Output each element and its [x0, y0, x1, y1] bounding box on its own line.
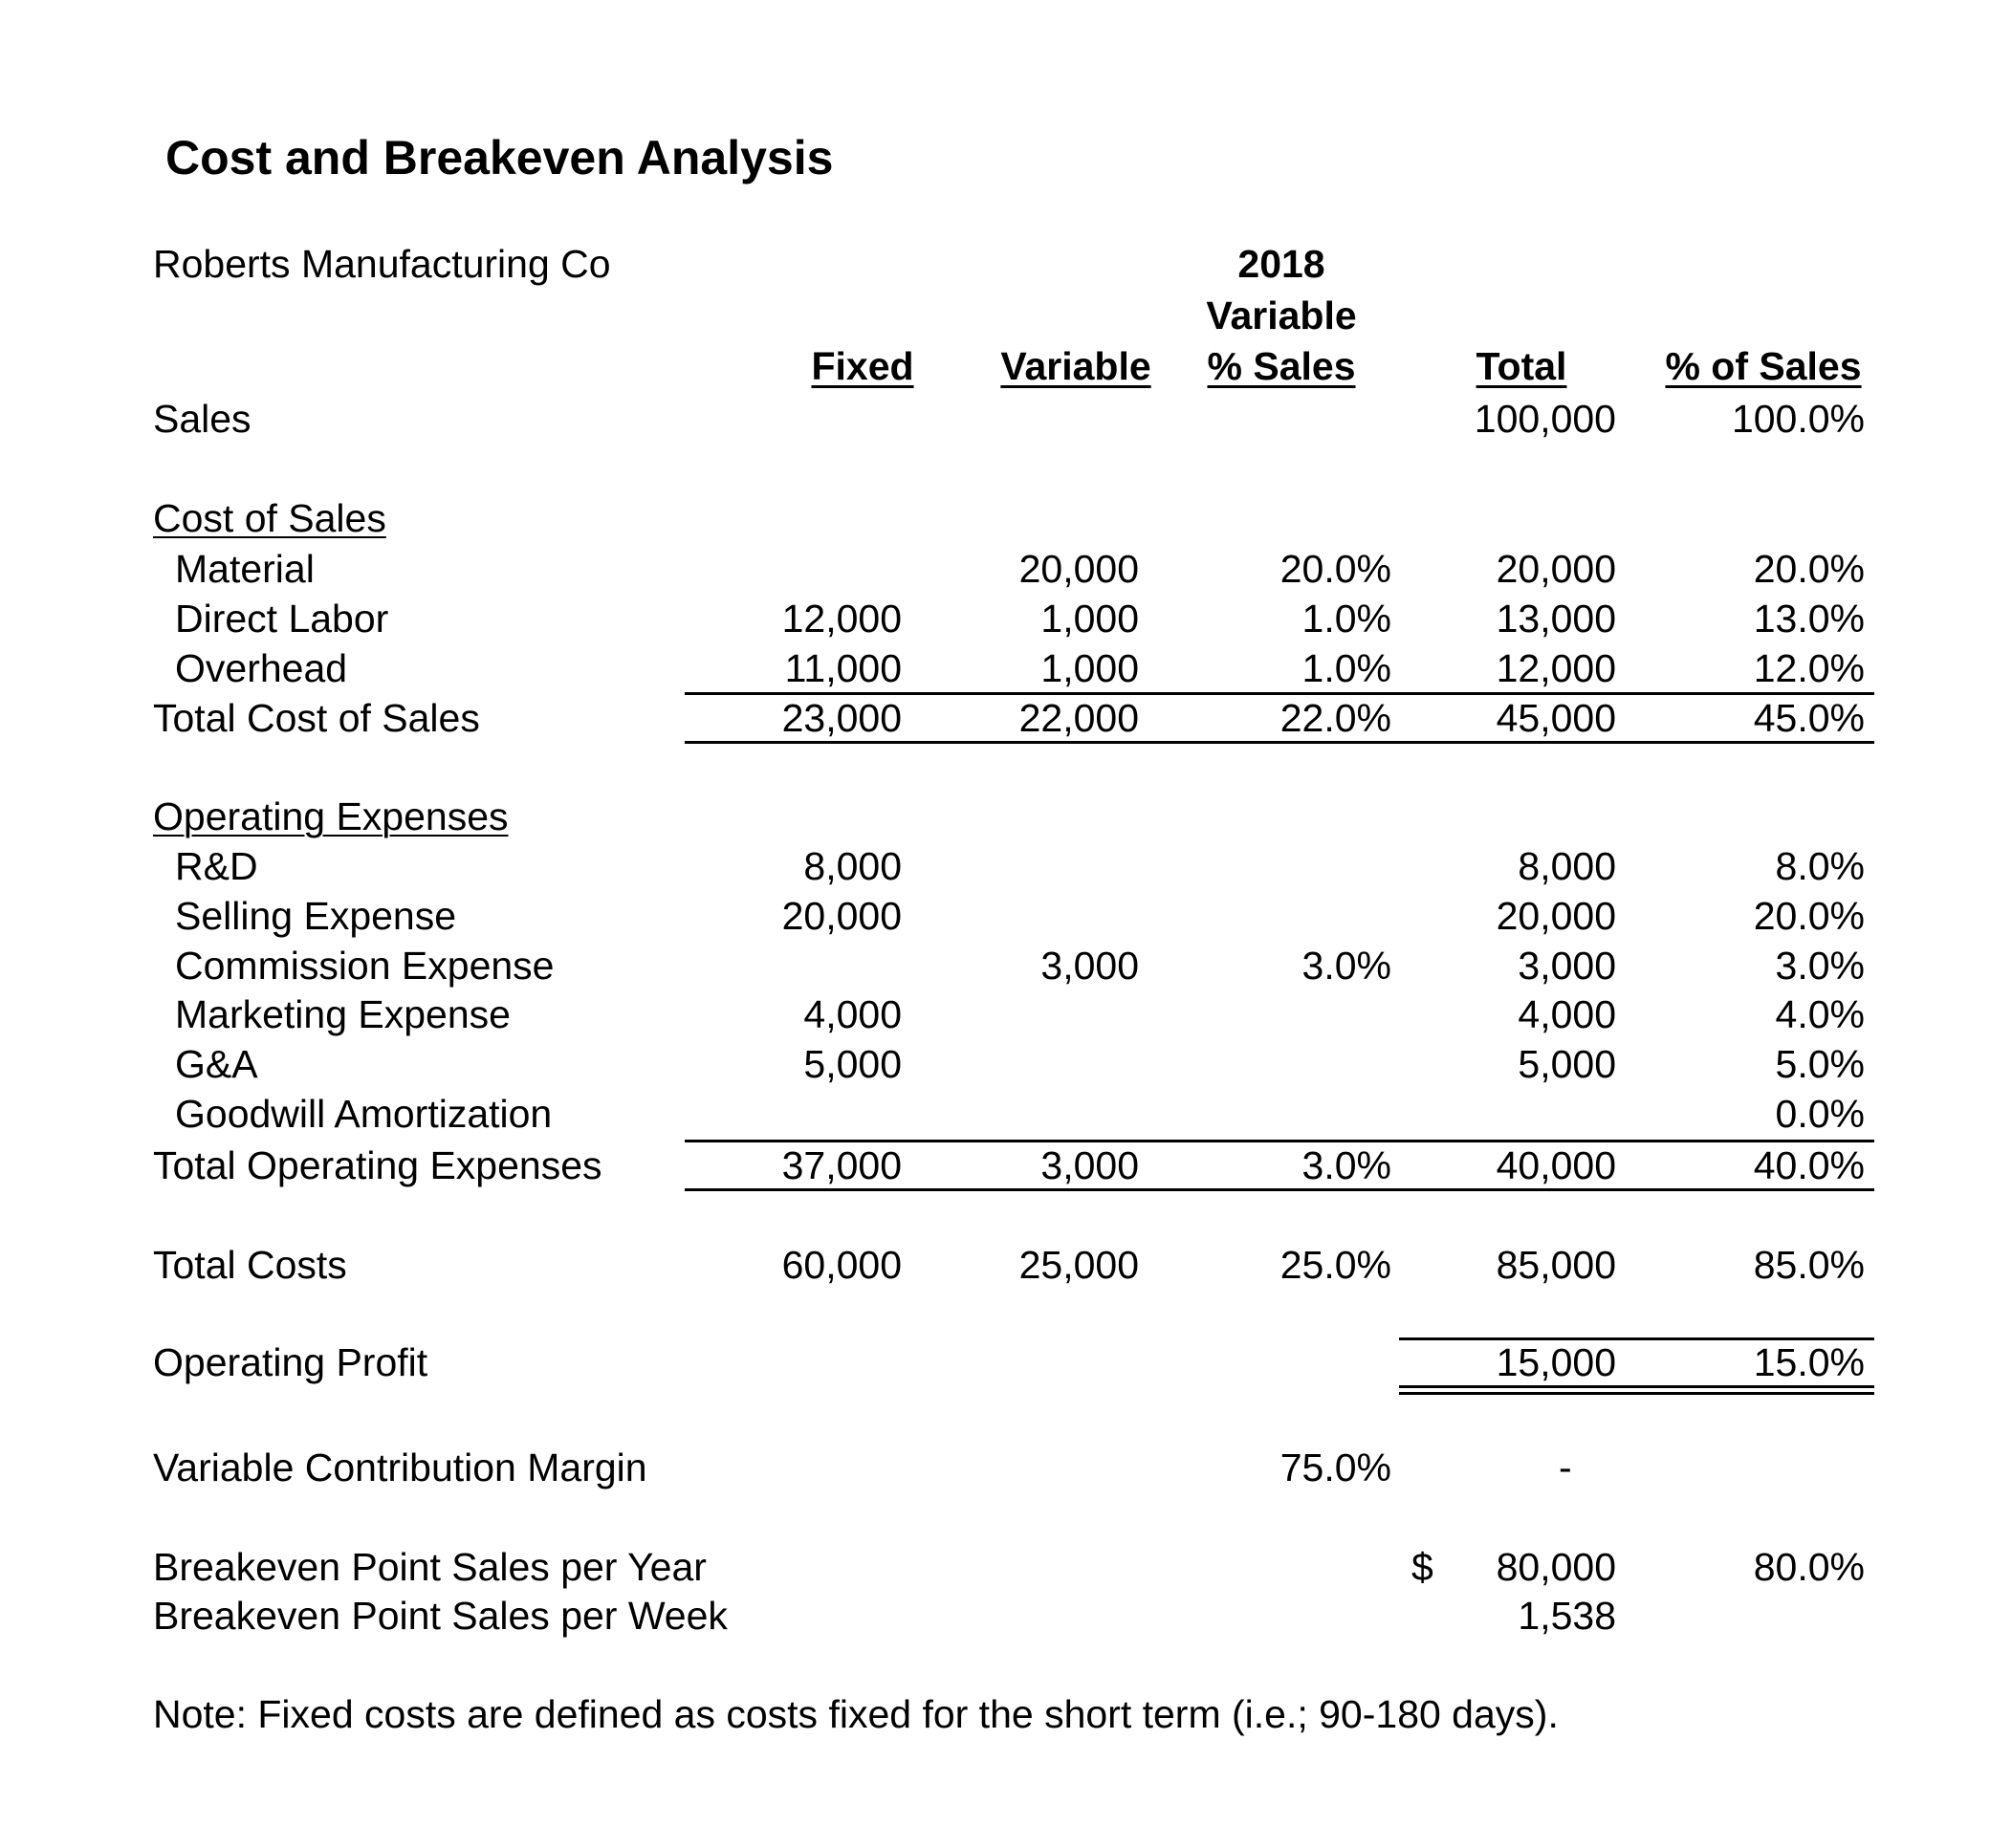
row-label: Commission Expense — [175, 944, 555, 988]
cell-total: 20,000 — [1496, 547, 1616, 591]
row-label: Marketing Expense — [175, 992, 511, 1036]
cell-pct: 45.0% — [1753, 696, 1865, 740]
cell-variable: 1,000 — [1040, 646, 1139, 690]
cell-variable: 3,000 — [1040, 1143, 1139, 1187]
header-pct-of-sales: % of Sales — [1665, 344, 1862, 388]
row-label: Material — [175, 547, 315, 591]
profit-double-rule-bottom — [1399, 1392, 1874, 1395]
row-label: Total Cost of Sales — [153, 696, 480, 740]
cell-total: 4,000 — [1518, 992, 1616, 1036]
cell-total: 40,000 — [1496, 1143, 1616, 1187]
subtotal-rule — [685, 692, 1874, 695]
header-year: 2018 — [1237, 242, 1325, 286]
cell-total: 1,538 — [1518, 1594, 1616, 1638]
cell-pct: 3.0% — [1775, 944, 1865, 988]
cell-pct: 0.0% — [1775, 1092, 1865, 1136]
cell-fixed: 11,000 — [784, 646, 902, 690]
row-label: Total Costs — [153, 1243, 347, 1287]
cell-fixed: 12,000 — [781, 597, 902, 641]
cell-pct: 40.0% — [1753, 1143, 1865, 1187]
cell-fixed: 60,000 — [781, 1243, 902, 1287]
row-label: Operating Profit — [153, 1340, 428, 1384]
company-name: Roberts Manufacturing Co — [153, 242, 611, 286]
total-rule — [685, 1188, 1874, 1191]
cell-pct: 85.0% — [1753, 1243, 1865, 1287]
header-variable-pct-line2: % Sales — [1207, 344, 1356, 388]
total-rule — [685, 741, 1874, 744]
cell-fixed: 20,000 — [781, 894, 902, 938]
cell-total: 15,000 — [1496, 1340, 1616, 1384]
cell-var-pct: 22.0% — [1279, 696, 1391, 740]
cell-total: 5,000 — [1518, 1042, 1616, 1086]
row-label: Variable Contribution Margin — [153, 1446, 647, 1489]
cell-var-pct: 20.0% — [1279, 547, 1391, 591]
cell-pct: 4.0% — [1775, 992, 1865, 1036]
row-label: Overhead — [175, 646, 348, 690]
header-variable-pct-line1: Variable — [1206, 294, 1357, 337]
cell-total: - — [1559, 1446, 1572, 1489]
footnote: Note: Fixed costs are defined as costs f… — [153, 1692, 1559, 1736]
cell-var-pct: 1.0% — [1301, 646, 1391, 690]
sales-pct: 100.0% — [1731, 397, 1865, 441]
cell-pct: 15.0% — [1753, 1340, 1865, 1384]
cost-of-sales-heading: Cost of Sales — [153, 496, 386, 540]
row-label: Total Operating Expenses — [153, 1143, 602, 1187]
cell-fixed: 37,000 — [781, 1143, 902, 1187]
row-label: Direct Labor — [175, 597, 389, 641]
cell-variable: 3,000 — [1040, 944, 1139, 988]
profit-top-rule — [1399, 1337, 1874, 1340]
sales-total: 100,000 — [1474, 397, 1616, 441]
cell-pct: 20.0% — [1753, 894, 1865, 938]
row-label: Breakeven Point Sales per Week — [153, 1594, 728, 1638]
row-label: Goodwill Amortization — [175, 1092, 553, 1136]
cell-pct: 80.0% — [1753, 1545, 1865, 1589]
cell-total: 3,000 — [1518, 944, 1616, 988]
cell-variable: 25,000 — [1018, 1243, 1139, 1287]
cell-total: 85,000 — [1496, 1243, 1616, 1287]
cell-fixed: 4,000 — [803, 992, 902, 1036]
cell-variable: 22,000 — [1018, 696, 1139, 740]
cell-variable: 20,000 — [1018, 547, 1139, 591]
cell-pct: 12.0% — [1753, 646, 1865, 690]
cell-var-pct: 1.0% — [1301, 597, 1391, 641]
cell-var-pct: 3.0% — [1301, 1143, 1391, 1187]
subtotal-rule — [685, 1140, 1874, 1142]
cell-total: 80,000 — [1496, 1545, 1616, 1589]
header-variable: Variable — [1000, 344, 1151, 388]
header-total: Total — [1476, 344, 1567, 388]
cell-total: 20,000 — [1496, 894, 1616, 938]
row-label: Breakeven Point Sales per Year — [153, 1545, 707, 1589]
sales-label: Sales — [153, 397, 252, 441]
operating-expenses-heading: Operating Expenses — [153, 794, 509, 838]
profit-double-rule-top — [1399, 1385, 1874, 1388]
cell-fixed: 8,000 — [803, 844, 902, 888]
cell-pct: 8.0% — [1775, 844, 1865, 888]
cell-pct: 5.0% — [1775, 1042, 1865, 1086]
cell-pct: 20.0% — [1753, 547, 1865, 591]
currency-symbol: $ — [1411, 1545, 1433, 1589]
cell-fixed: 5,000 — [803, 1042, 902, 1086]
cell-total: 13,000 — [1496, 597, 1616, 641]
cell-pct: 13.0% — [1753, 597, 1865, 641]
cell-fixed: 23,000 — [781, 696, 902, 740]
row-label: Selling Expense — [175, 894, 457, 938]
row-label: R&D — [175, 844, 258, 888]
cell-var-pct: 3.0% — [1301, 944, 1391, 988]
cell-variable: 1,000 — [1040, 597, 1139, 641]
row-label: G&A — [175, 1042, 258, 1086]
cell-var-pct: 75.0% — [1279, 1446, 1391, 1489]
header-fixed: Fixed — [811, 344, 914, 388]
cell-total: 8,000 — [1518, 844, 1616, 888]
cell-var-pct: 25.0% — [1279, 1243, 1391, 1287]
cell-total: 12,000 — [1496, 646, 1616, 690]
page-title: Cost and Breakeven Analysis — [165, 131, 834, 185]
cell-total: 45,000 — [1496, 696, 1616, 740]
